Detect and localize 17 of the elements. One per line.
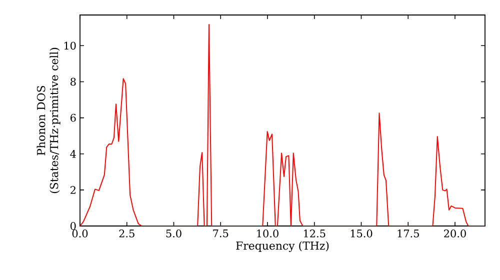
x-tick-label: 7.5 — [213, 230, 228, 238]
x-tick-label: 17.5 — [398, 230, 419, 238]
x-tick-label: 5.0 — [166, 230, 182, 238]
y-tick-label: 2 — [70, 186, 76, 194]
x-tick-label: 10.0 — [257, 230, 278, 238]
x-tick-label: 12.5 — [304, 230, 326, 238]
y-tick-label: 4 — [70, 150, 76, 158]
x-tick-label: 20.0 — [444, 230, 466, 238]
y-axis-title: Phonon DOS (States/THz·primitive cell) — [36, 48, 60, 194]
y-tick-label: 8 — [70, 78, 76, 86]
y-tick-label: 6 — [70, 114, 76, 122]
y-tick-label: 0 — [70, 222, 76, 230]
x-tick-label: 15.0 — [350, 230, 372, 238]
x-axis-title: Frequency (THz) — [236, 241, 329, 252]
y-tick-label: 10 — [64, 42, 76, 50]
x-tick-label: 2.5 — [119, 230, 134, 238]
x-tick-label: 0.0 — [72, 230, 88, 238]
